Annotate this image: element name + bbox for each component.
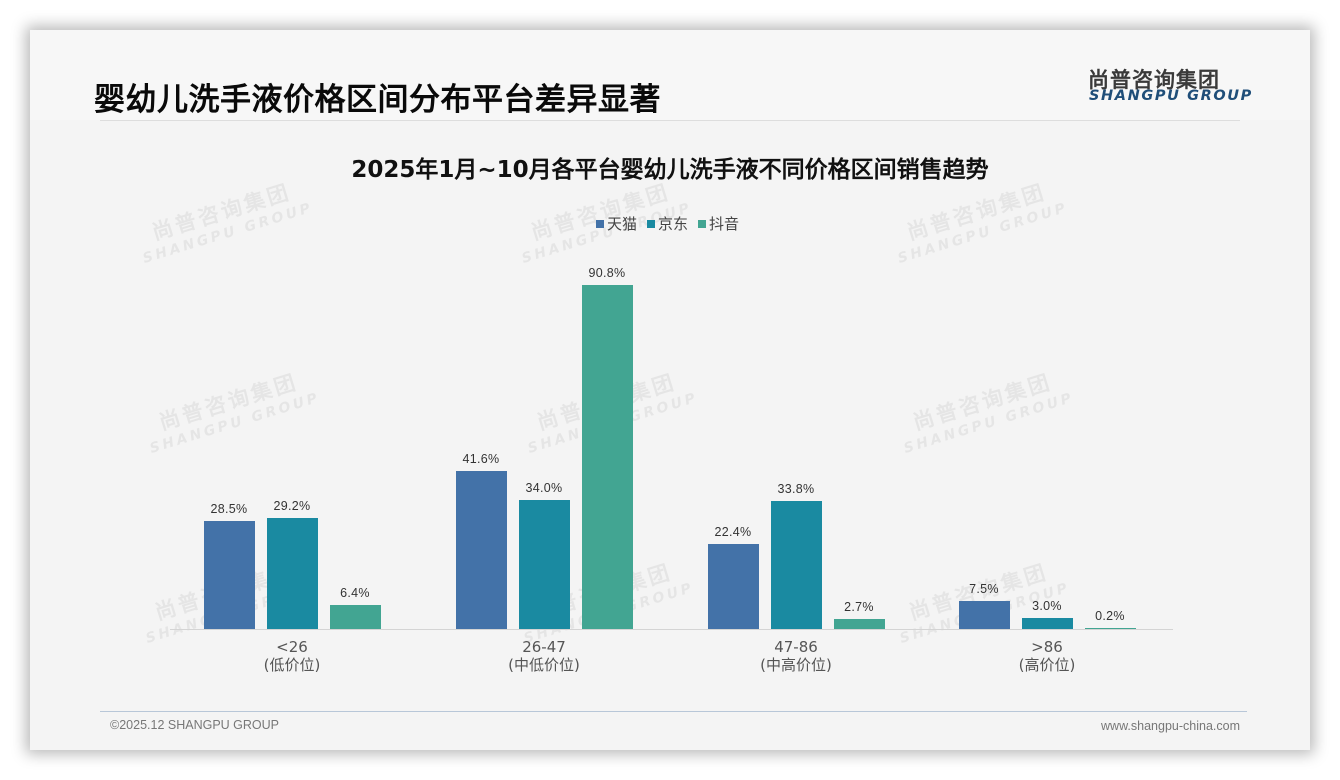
chart-title: 2025年1月~10月各平台婴幼儿洗手液不同价格区间销售趋势 bbox=[351, 157, 989, 183]
data-label: 41.6% bbox=[462, 452, 500, 466]
legend-swatch-icon bbox=[698, 219, 707, 228]
bar-天猫[interactable] bbox=[204, 521, 255, 629]
logo-english: SHANGPU GROUP bbox=[1089, 88, 1253, 104]
footer-website[interactable]: www.shangpu-china.com bbox=[1101, 719, 1240, 733]
bar-天猫[interactable] bbox=[708, 544, 759, 629]
bar-chart-plot: 28.5% 41.6% 22.4% 7.5% 29.2% 34.0% 33.8% 3.0% 6.… bbox=[30, 30, 1310, 750]
slide: 婴幼儿洗手液价格区间分布平台差异显著 尚普咨询集团 SHANGPU GROUP … bbox=[30, 30, 1310, 750]
page-title: 婴幼儿洗手液价格区间分布平台差异显著 bbox=[94, 82, 661, 118]
footer-copyright: ©2025.12 SHANGPU GROUP bbox=[110, 718, 279, 732]
legend-item-tmall[interactable]: 天猫 bbox=[596, 213, 637, 234]
data-label: 34.0% bbox=[525, 481, 563, 495]
data-label: 6.4% bbox=[340, 586, 370, 600]
x-axis-category-label: <26 (低价位) bbox=[263, 638, 321, 674]
bar-京东[interactable] bbox=[1022, 618, 1073, 629]
x-axis-category-label: 26-47 (中低价位) bbox=[508, 638, 580, 674]
data-label: 2.7% bbox=[844, 600, 874, 614]
data-label: 33.8% bbox=[777, 482, 815, 496]
legend-swatch-icon bbox=[596, 219, 604, 228]
logo-chinese: 尚普咨询集团 bbox=[1088, 68, 1220, 92]
data-label: 3.0% bbox=[1032, 599, 1062, 613]
data-label: 28.5% bbox=[210, 502, 248, 516]
legend-label: 京东 bbox=[658, 215, 689, 233]
bar-抖音[interactable] bbox=[1085, 628, 1136, 629]
bar-抖音[interactable] bbox=[834, 619, 885, 629]
legend-label: 天猫 bbox=[607, 215, 638, 233]
bar-天猫[interactable] bbox=[456, 471, 507, 629]
x-axis-line bbox=[170, 629, 1173, 630]
chart-legend: 天猫 京东 抖音 bbox=[596, 213, 739, 234]
legend-item-douyin[interactable]: 抖音 bbox=[698, 213, 739, 234]
footer-divider bbox=[100, 711, 1247, 712]
data-label: 22.4% bbox=[714, 525, 752, 539]
x-axis-category-label: 47-86 (中高价位) bbox=[760, 638, 832, 674]
legend-item-jd[interactable]: 京东 bbox=[647, 213, 688, 234]
bar-京东[interactable] bbox=[771, 501, 822, 629]
legend-swatch-icon bbox=[647, 219, 656, 228]
header-band bbox=[30, 30, 1310, 120]
bar-抖音[interactable] bbox=[582, 285, 633, 629]
data-label: 0.2% bbox=[1095, 609, 1125, 623]
bar-抖音[interactable] bbox=[330, 605, 381, 629]
bar-天猫[interactable] bbox=[959, 601, 1010, 629]
data-label: 29.2% bbox=[273, 499, 311, 513]
title-divider bbox=[100, 120, 1240, 121]
bar-京东[interactable] bbox=[267, 518, 318, 629]
bar-京东[interactable] bbox=[519, 500, 570, 629]
data-label: 90.8% bbox=[588, 266, 626, 280]
x-axis-category-label: >86 (高价位) bbox=[1018, 638, 1076, 674]
data-label: 7.5% bbox=[969, 582, 999, 596]
legend-label: 抖音 bbox=[709, 215, 740, 233]
